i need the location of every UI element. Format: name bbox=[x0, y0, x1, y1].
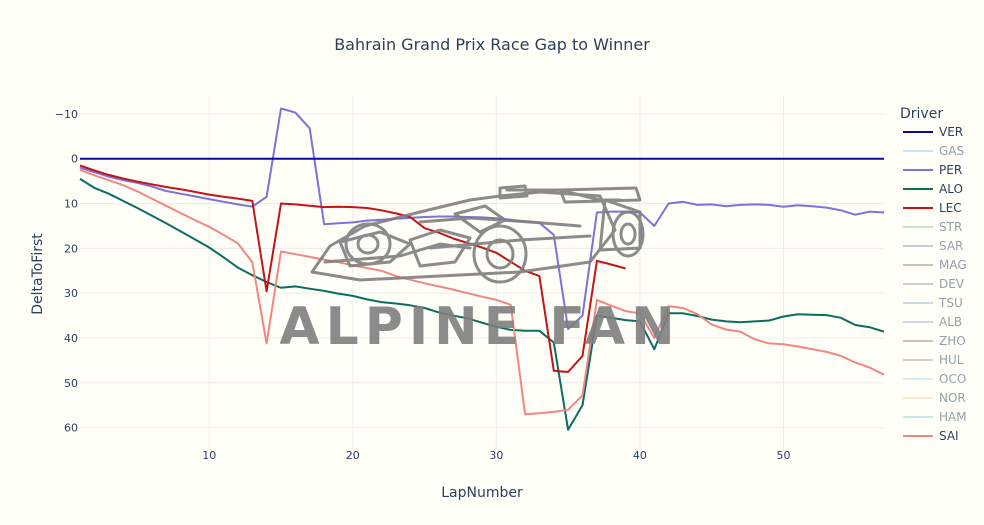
legend-item-gas[interactable]: GAS bbox=[903, 144, 964, 158]
y-tick-label: 0 bbox=[71, 153, 78, 166]
chart-title: Bahrain Grand Prix Race Gap to Winner bbox=[334, 35, 650, 54]
legend-label: NOR bbox=[939, 391, 966, 405]
legend-label: HAM bbox=[939, 410, 967, 424]
legend-item-alo[interactable]: ALO bbox=[903, 182, 963, 196]
legend-item-tsu[interactable]: TSU bbox=[903, 296, 963, 310]
y-tick-label: 40 bbox=[64, 332, 78, 345]
legend-title: Driver bbox=[900, 106, 943, 122]
legend-item-str[interactable]: STR bbox=[903, 220, 962, 234]
car-watermark-icon bbox=[310, 184, 645, 284]
legend-item-lec[interactable]: LEC bbox=[903, 201, 962, 215]
x-tick-label: 50 bbox=[777, 449, 791, 462]
legend-label: DEV bbox=[939, 277, 965, 291]
legend-label: ZHO bbox=[939, 334, 966, 348]
legend-item-mag[interactable]: MAG bbox=[903, 258, 967, 272]
y-tick-label: −10 bbox=[55, 108, 78, 121]
legend-item-alb[interactable]: ALB bbox=[903, 315, 962, 329]
legend-label: SAI bbox=[939, 429, 959, 443]
y-axis-title: DeltaToFirst bbox=[30, 233, 46, 315]
legend-item-oco[interactable]: OCO bbox=[903, 372, 966, 386]
legend-item-ham[interactable]: HAM bbox=[903, 410, 967, 424]
x-axis-title: LapNumber bbox=[441, 485, 523, 501]
legend-item-nor[interactable]: NOR bbox=[903, 391, 966, 405]
legend-items: VER GAS PER ALO LEC STR SAR MAG DEV TSU ALB ZHO HUL O… bbox=[903, 125, 967, 443]
x-tick-label: 20 bbox=[346, 449, 360, 462]
x-tick-label: 40 bbox=[633, 449, 647, 462]
legend-label: LEC bbox=[939, 201, 962, 215]
legend-item-hul[interactable]: HUL bbox=[903, 353, 964, 367]
legend-item-ver[interactable]: VER bbox=[903, 125, 963, 139]
legend-label: SAR bbox=[939, 239, 963, 253]
x-tick-label: 30 bbox=[489, 449, 503, 462]
series-line-alo[interactable] bbox=[79, 178, 885, 431]
legend-label: ALO bbox=[939, 182, 963, 196]
legend-label: ALB bbox=[939, 315, 962, 329]
legend-label: GAS bbox=[939, 144, 964, 158]
y-tick-label: 60 bbox=[64, 422, 78, 435]
axis-layer: 10 20 30 40 50 −10 0 10 20 30 40 50 60 bbox=[55, 108, 791, 462]
legend-item-sar[interactable]: SAR bbox=[903, 239, 963, 253]
legend-label: TSU bbox=[938, 296, 963, 310]
legend-label: PER bbox=[939, 163, 962, 177]
legend: Driver VER GAS PER ALO LEC STR SAR MAG DEV TSU ALB… bbox=[900, 106, 967, 443]
legend-item-sai[interactable]: SAI bbox=[903, 429, 959, 443]
legend-item-dev[interactable]: DEV bbox=[903, 277, 965, 291]
y-tick-label: 10 bbox=[64, 198, 78, 211]
watermark-text: ALPINE FAN bbox=[279, 297, 680, 357]
legend-label: STR bbox=[939, 220, 962, 234]
legend-item-per[interactable]: PER bbox=[903, 163, 962, 177]
series-line-sai[interactable] bbox=[79, 168, 885, 416]
legend-item-zho[interactable]: ZHO bbox=[903, 334, 966, 348]
y-tick-label: 50 bbox=[64, 377, 78, 390]
legend-label: MAG bbox=[939, 258, 967, 272]
legend-label: OCO bbox=[939, 372, 966, 386]
legend-label: HUL bbox=[939, 353, 964, 367]
y-tick-label: 30 bbox=[64, 287, 78, 300]
y-tick-label: 20 bbox=[64, 242, 78, 255]
x-tick-label: 10 bbox=[202, 449, 216, 462]
legend-label: VER bbox=[939, 125, 963, 139]
series-line-lec[interactable] bbox=[79, 164, 626, 373]
watermark: ALPINE FAN bbox=[279, 184, 680, 357]
